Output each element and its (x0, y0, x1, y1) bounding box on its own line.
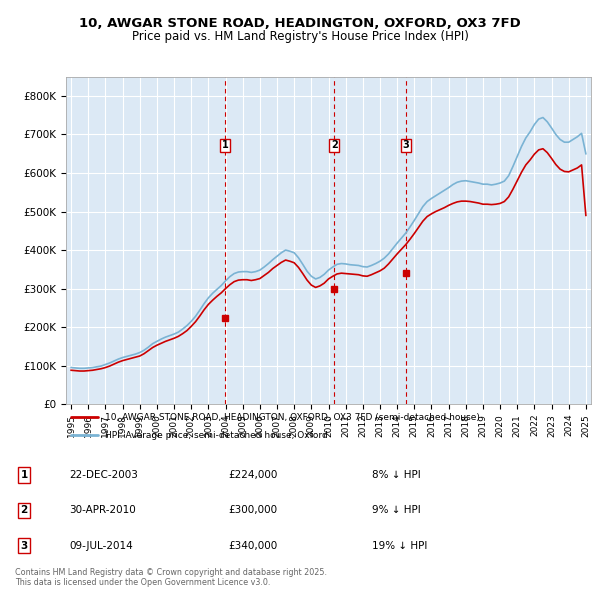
Text: 30-APR-2010: 30-APR-2010 (69, 506, 136, 515)
Text: Contains HM Land Registry data © Crown copyright and database right 2025.
This d: Contains HM Land Registry data © Crown c… (15, 568, 327, 587)
Text: 3: 3 (403, 140, 409, 150)
Text: HPI: Average price, semi-detached house, Oxford: HPI: Average price, semi-detached house,… (106, 431, 328, 440)
Text: £224,000: £224,000 (228, 470, 277, 480)
Text: 10, AWGAR STONE ROAD, HEADINGTON, OXFORD, OX3 7FD (semi-detached house): 10, AWGAR STONE ROAD, HEADINGTON, OXFORD… (106, 413, 480, 422)
Text: 22-DEC-2003: 22-DEC-2003 (69, 470, 138, 480)
Text: 09-JUL-2014: 09-JUL-2014 (69, 541, 133, 550)
Text: £300,000: £300,000 (228, 506, 277, 515)
Text: 2: 2 (331, 140, 338, 150)
Text: 1: 1 (222, 140, 229, 150)
Text: 1: 1 (20, 470, 28, 480)
Text: 8% ↓ HPI: 8% ↓ HPI (372, 470, 421, 480)
Text: 10, AWGAR STONE ROAD, HEADINGTON, OXFORD, OX3 7FD: 10, AWGAR STONE ROAD, HEADINGTON, OXFORD… (79, 17, 521, 30)
Text: 2: 2 (20, 506, 28, 515)
Text: 3: 3 (20, 541, 28, 550)
Text: £340,000: £340,000 (228, 541, 277, 550)
Text: Price paid vs. HM Land Registry's House Price Index (HPI): Price paid vs. HM Land Registry's House … (131, 30, 469, 43)
Text: 9% ↓ HPI: 9% ↓ HPI (372, 506, 421, 515)
Text: 19% ↓ HPI: 19% ↓ HPI (372, 541, 427, 550)
